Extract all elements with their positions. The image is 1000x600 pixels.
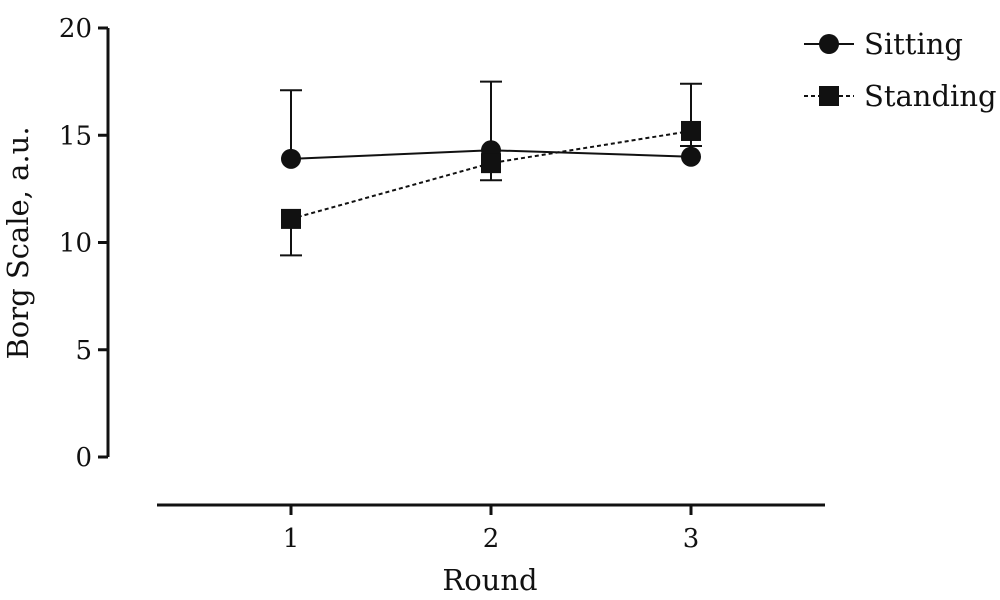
y-tick-label: 20 (59, 14, 92, 44)
y-tick-label: 0 (75, 443, 92, 473)
sitting-point (681, 146, 701, 167)
x-axis-title: Round (442, 563, 537, 597)
x-tick-label: 3 (683, 524, 700, 554)
legend-standing-label: Standing (864, 79, 997, 113)
y-tick-label: 15 (59, 121, 92, 151)
y-tick-label: 5 (75, 336, 92, 366)
legend-sitting-marker (819, 34, 839, 54)
sitting-point (281, 148, 301, 169)
x-axis: 1 2 3 (157, 503, 825, 554)
legend-sitting-label: Sitting (864, 27, 963, 61)
standing-point (681, 120, 701, 141)
x-tick-label: 2 (483, 524, 500, 554)
standing-point (481, 153, 501, 174)
legend: Sitting Standing (804, 27, 997, 113)
standing-point (281, 208, 301, 229)
legend-standing-marker (819, 86, 839, 106)
data-points (281, 120, 701, 229)
y-axis: 0 5 10 15 20 (59, 14, 110, 473)
y-tick-label: 10 (59, 229, 92, 259)
y-axis-title: Borg Scale, a.u. (1, 126, 35, 359)
error-bars (280, 80, 702, 257)
x-tick-label: 1 (283, 524, 300, 554)
